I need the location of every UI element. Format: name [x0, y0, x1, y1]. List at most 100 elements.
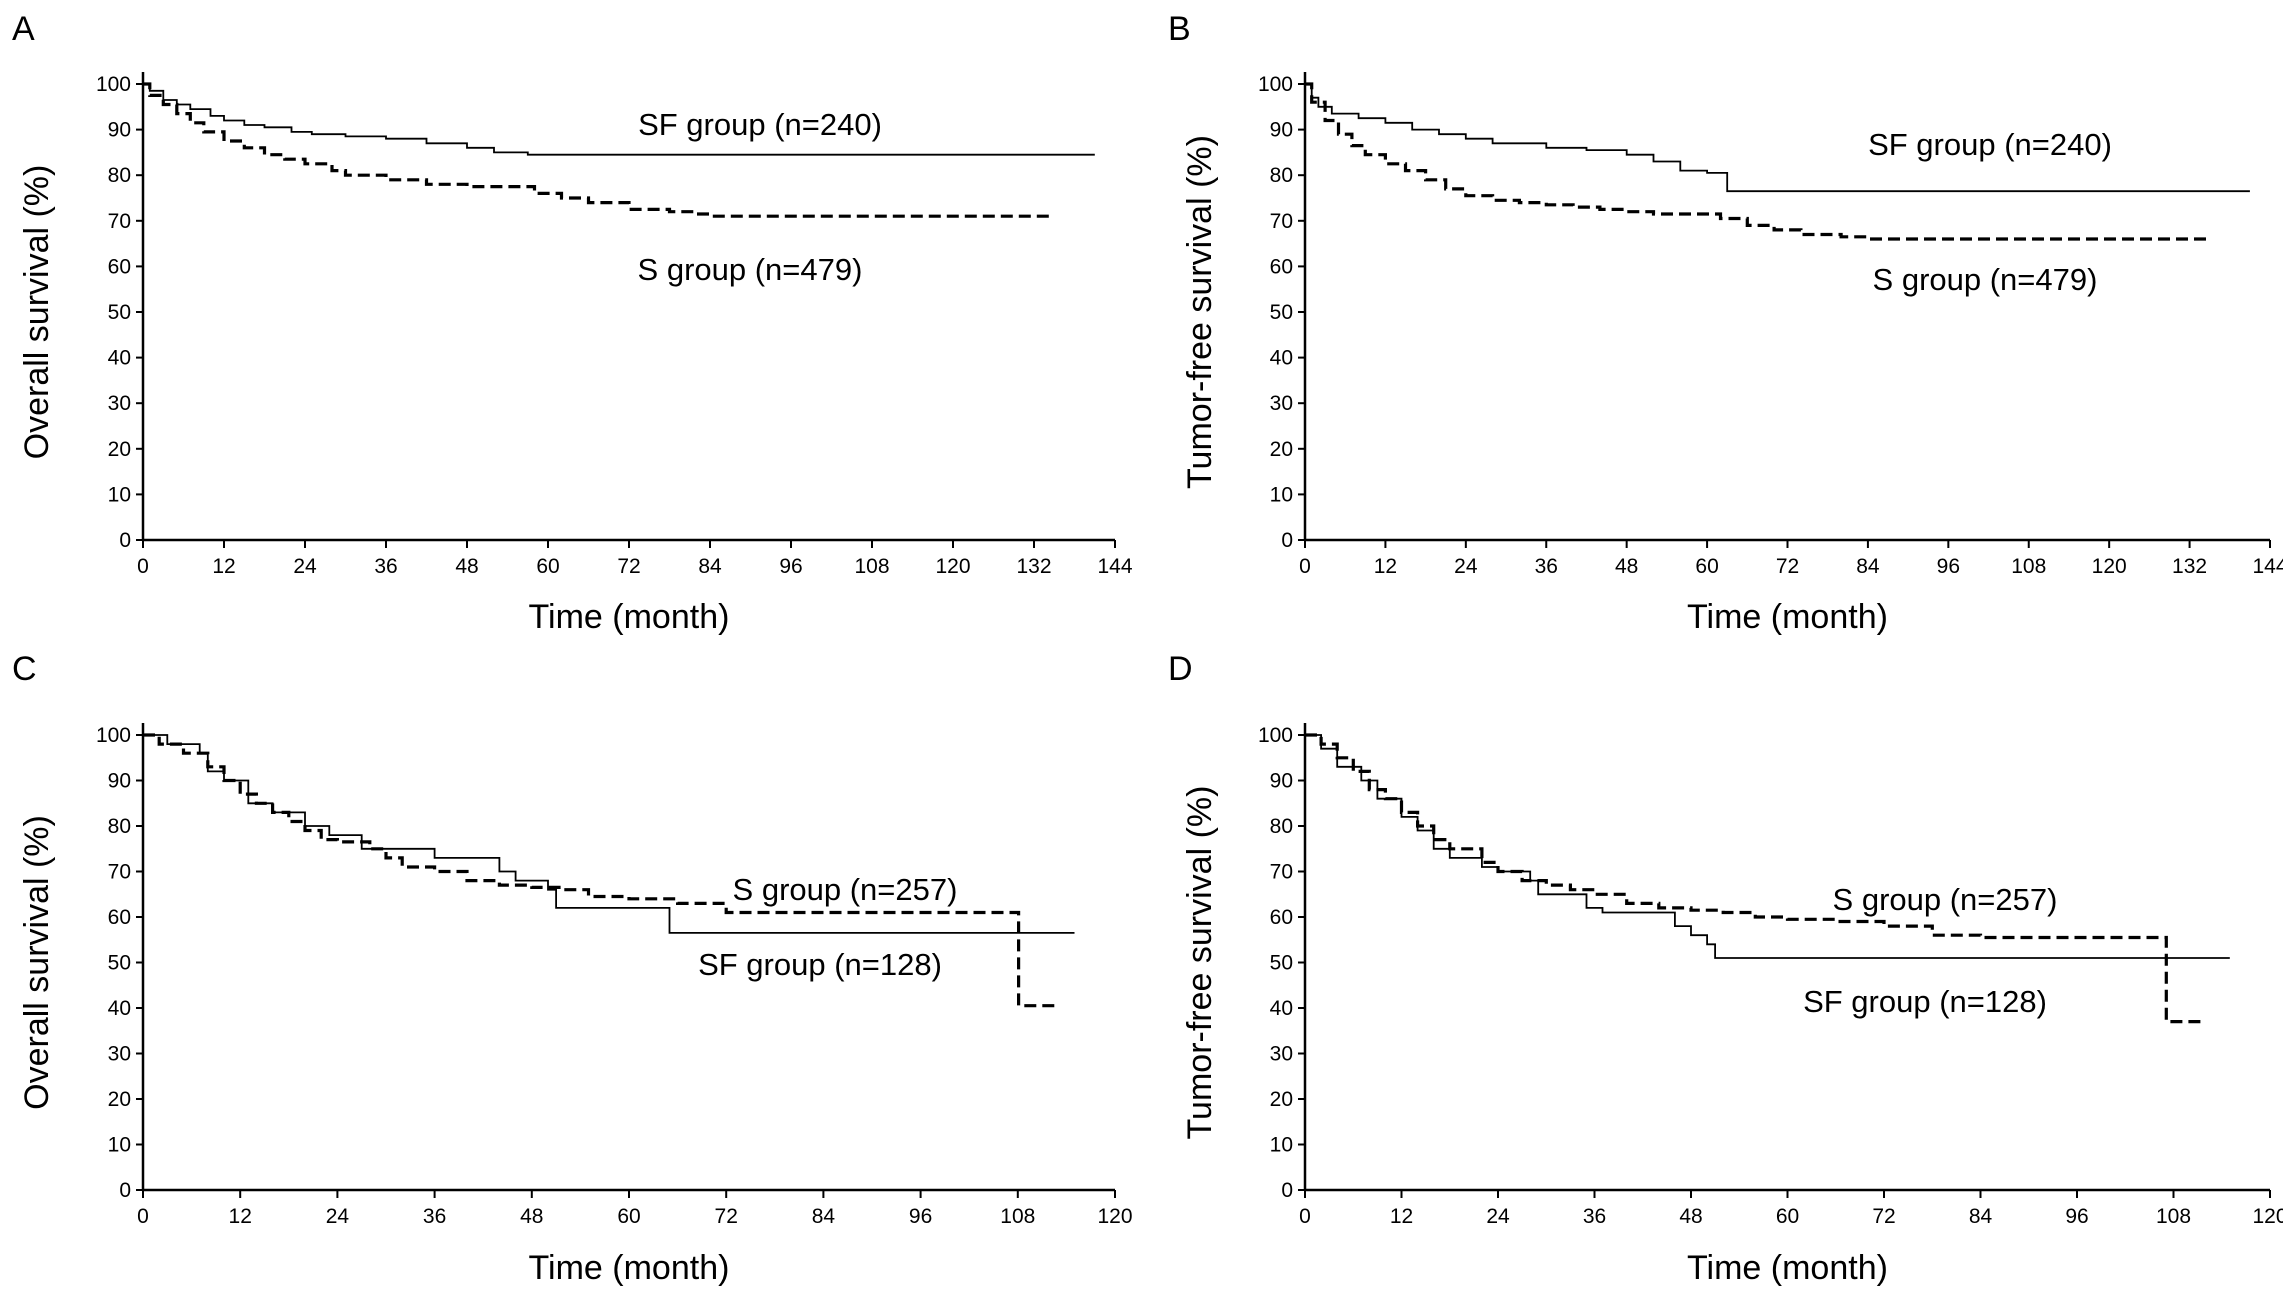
x-tick-label: 96	[2065, 1205, 2088, 1228]
x-tick-label: 108	[2156, 1205, 2191, 1228]
series-label: S group (n=479)	[1873, 262, 2098, 297]
y-tick-label: 30	[1270, 392, 1293, 415]
y-tick-label: 100	[96, 73, 131, 96]
series-line-sf-group	[1305, 734, 2230, 959]
y-tick-label: 60	[1270, 906, 1293, 929]
x-tick-label: 132	[1016, 555, 1051, 578]
x-tick-label: 84	[1969, 1205, 1993, 1228]
x-tick-label: 60	[617, 1205, 640, 1228]
y-tick-label: 100	[1258, 73, 1293, 96]
x-tick-label: 36	[374, 555, 397, 578]
y-tick-label: 40	[1270, 997, 1293, 1020]
y-tick-label: 0	[1281, 529, 1293, 552]
x-tick-label: 0	[1299, 1205, 1311, 1228]
x-tick-label: 144	[1097, 555, 1132, 578]
series-line-s-group	[143, 82, 1055, 218]
y-tick-label: 100	[96, 724, 131, 747]
y-tick-label: 30	[108, 1043, 131, 1066]
y-tick-label: 10	[1270, 483, 1293, 506]
x-tick-label: 36	[1583, 1205, 1606, 1228]
y-tick-label: 70	[1270, 861, 1293, 884]
x-axis-label: Time (month)	[529, 1249, 730, 1287]
x-tick-label: 108	[854, 555, 889, 578]
y-tick-label: 50	[1270, 952, 1293, 975]
x-tick-label: 60	[1776, 1205, 1799, 1228]
y-axis-label: Overall survival (%)	[18, 815, 56, 1110]
x-tick-label: 60	[1695, 555, 1718, 578]
x-tick-label: 120	[2252, 1205, 2283, 1228]
x-tick-label: 36	[1535, 555, 1558, 578]
panel-d: D 0 10 20 30 40 50 60 70 80 90 100 0 12 24 36 48 60 72 84 96…	[1168, 650, 2283, 1287]
y-tick-label: 0	[119, 1179, 131, 1202]
x-tick-label: 84	[698, 555, 722, 578]
y-tick-label: 20	[1270, 438, 1293, 461]
x-tick-label: 24	[1454, 555, 1478, 578]
y-tick-label: 80	[1270, 164, 1293, 187]
x-tick-label: 120	[1097, 1205, 1132, 1228]
y-tick-label: 70	[1270, 210, 1293, 233]
series-line-sf-group	[143, 83, 1095, 156]
x-tick-label: 0	[1299, 555, 1311, 578]
x-axis-label: Time (month)	[1687, 1249, 1888, 1287]
x-tick-label: 72	[1776, 555, 1799, 578]
y-tick-label: 50	[1270, 301, 1293, 324]
x-tick-label: 132	[2172, 555, 2207, 578]
y-tick-label: 60	[108, 255, 131, 278]
series-label: SF group (n=128)	[698, 947, 942, 982]
y-tick-label: 40	[108, 347, 131, 370]
y-tick-label: 70	[108, 861, 131, 884]
x-tick-label: 84	[812, 1205, 836, 1228]
series-line-sf-group	[1305, 83, 2250, 193]
y-tick-label: 60	[1270, 255, 1293, 278]
series-label: SF group (n=128)	[1803, 984, 2047, 1019]
series-line-sf-group	[143, 734, 1075, 934]
x-tick-label: 48	[1615, 555, 1638, 578]
x-tick-label: 24	[293, 555, 317, 578]
y-tick-label: 80	[108, 815, 131, 838]
panel-letter: D	[1168, 650, 1193, 688]
series-label: SF group (n=240)	[1868, 127, 2112, 162]
x-tick-label: 12	[1374, 555, 1397, 578]
x-tick-label: 0	[137, 1205, 149, 1228]
x-tick-label: 108	[2011, 555, 2046, 578]
y-tick-label: 10	[108, 1134, 131, 1157]
series-line-s-group	[1305, 733, 2206, 1024]
y-tick-label: 20	[108, 1088, 131, 1111]
x-tick-label: 120	[935, 555, 970, 578]
x-tick-label: 72	[617, 555, 640, 578]
y-tick-label: 70	[108, 210, 131, 233]
y-tick-label: 0	[1281, 1179, 1293, 1202]
y-tick-label: 100	[1258, 724, 1293, 747]
y-axis-label: Tumor-free survival (%)	[1181, 786, 1219, 1140]
x-tick-label: 12	[212, 555, 235, 578]
series-label: S group (n=257)	[1833, 882, 2058, 917]
series-label: SF group (n=240)	[638, 107, 882, 142]
y-axis-label: Tumor-free survival (%)	[1181, 135, 1219, 489]
series-line-s-group	[1305, 82, 2210, 241]
x-tick-label: 24	[326, 1205, 350, 1228]
panel-a: A 0 10 20 30 40 50 60 70 80 90 100 0 12 24 36 48 60 72 84 96…	[12, 10, 1133, 636]
x-tick-label: 120	[2092, 555, 2127, 578]
y-tick-label: 90	[108, 119, 131, 142]
y-tick-label: 80	[108, 164, 131, 187]
x-tick-label: 60	[536, 555, 559, 578]
y-tick-label: 10	[1270, 1134, 1293, 1157]
x-tick-label: 12	[229, 1205, 252, 1228]
panel-letter: C	[12, 650, 37, 688]
y-tick-label: 30	[1270, 1043, 1293, 1066]
y-tick-label: 40	[1270, 347, 1293, 370]
panel-c: C 0 10 20 30 40 50 60 70 80 90 100 0 12 24 36 48 60 72 84 96…	[12, 650, 1133, 1287]
y-tick-label: 80	[1270, 815, 1293, 838]
x-tick-label: 96	[909, 1205, 932, 1228]
panel-letter: A	[12, 10, 35, 48]
panel-letter: B	[1168, 10, 1191, 48]
y-tick-label: 50	[108, 952, 131, 975]
y-tick-label: 90	[1270, 770, 1293, 793]
y-tick-label: 60	[108, 906, 131, 929]
panel-b: B 0 10 20 30 40 50 60 70 80 90 100 0 12 24 36 48 60 72 84 96…	[1168, 10, 2283, 636]
x-tick-label: 36	[423, 1205, 446, 1228]
x-tick-label: 48	[520, 1205, 543, 1228]
x-tick-label: 24	[1486, 1205, 1510, 1228]
x-axis-label: Time (month)	[529, 598, 730, 636]
